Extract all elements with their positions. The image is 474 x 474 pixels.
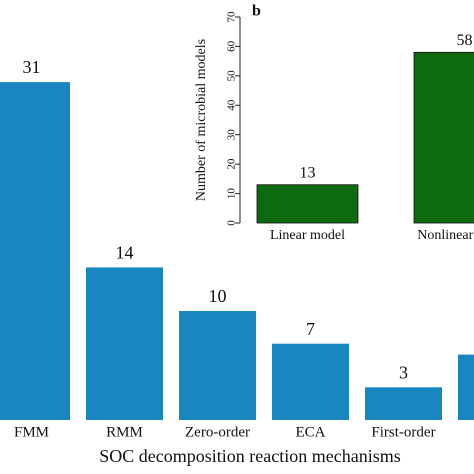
y-tick-label: 60 xyxy=(226,40,238,52)
x-tick-label: RMM xyxy=(106,424,143,440)
x-tick-label: FMM xyxy=(14,424,49,440)
value-label: 10 xyxy=(209,286,227,306)
x-tick-label: ECA xyxy=(296,424,326,440)
x-axis-label: SOC decomposition reaction mechanisms xyxy=(99,446,400,466)
x-tick-label: Nonlinear model xyxy=(417,228,474,243)
y-tick-label: 10 xyxy=(226,188,238,200)
value-label: 58 xyxy=(457,32,473,49)
bar xyxy=(413,51,474,224)
bar xyxy=(0,82,70,420)
bar xyxy=(256,184,359,224)
y-tick-label: 20 xyxy=(226,158,238,170)
bar xyxy=(272,343,349,420)
y-axis-label: Number of microbial models xyxy=(194,39,209,201)
value-label: 13 xyxy=(300,164,316,181)
value-label: 7 xyxy=(306,319,315,339)
value-label: 14 xyxy=(116,243,134,263)
panel-label: b xyxy=(252,3,261,20)
x-tick-label: Zero-order xyxy=(185,424,250,440)
bar xyxy=(458,354,474,420)
value-label: 3 xyxy=(399,362,408,382)
bar xyxy=(86,267,163,420)
y-tick-label: 50 xyxy=(226,70,238,82)
y-tick-label: 0 xyxy=(226,220,238,226)
bar xyxy=(179,311,256,420)
y-tick-label: 70 xyxy=(226,11,238,23)
bar xyxy=(365,387,442,420)
y-tick-label: 40 xyxy=(226,99,238,111)
x-tick-label: First-order xyxy=(371,424,435,440)
y-tick-label: 30 xyxy=(226,129,238,141)
x-tick-label: Linear model xyxy=(270,228,345,243)
value-label: 31 xyxy=(23,57,41,77)
